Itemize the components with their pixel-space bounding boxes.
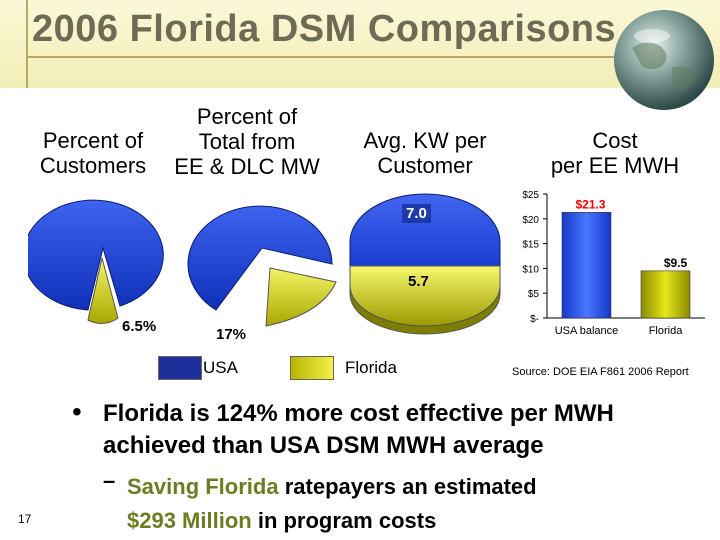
- bar-value-label: $21.3: [575, 197, 605, 211]
- header-line: Customers: [39, 153, 147, 178]
- pie-slice-usa: [349, 193, 501, 271]
- header-line: EE & DLC MW: [174, 154, 320, 179]
- sub-bullet-highlight: $293 Million: [127, 508, 252, 533]
- header-line: Percent of: [196, 104, 298, 129]
- y-tick-label: $5: [528, 289, 540, 300]
- y-tick-label: $20: [522, 215, 539, 226]
- pie-customers: [28, 199, 164, 324]
- y-tick-label: $15: [522, 240, 539, 251]
- y-tick-label: $25: [522, 190, 539, 201]
- header-percent-customers: Percent of Customers: [28, 128, 158, 178]
- y-tick-label: $-: [530, 314, 539, 325]
- legend-swatch-florida: [290, 356, 334, 380]
- header-line: Avg. KW per: [363, 128, 487, 153]
- globe-icon: [614, 10, 714, 110]
- y-tick-label: $10: [522, 264, 539, 275]
- bullet-text: Florida is 124% more cost effective per …: [103, 400, 614, 459]
- pie-avg-kw: [349, 193, 501, 335]
- page-title: 2006 Florida DSM Comparisons: [32, 8, 617, 50]
- sub-bullet-highlight: Saving Florida: [127, 474, 279, 499]
- pie-label-florida-customers: 6.5%: [122, 318, 157, 335]
- header-line: Percent of: [42, 128, 144, 153]
- header-line: Customer: [377, 153, 473, 178]
- pie-slice-florida: [87, 257, 119, 324]
- title-band: [0, 0, 720, 88]
- bullet-marker: •: [72, 396, 82, 427]
- x-tick-label: Florida: [649, 325, 684, 337]
- header-line: Cost: [592, 128, 638, 153]
- header-line: Total from: [198, 129, 296, 154]
- pie-label-usa-kw: 7.0: [402, 204, 431, 223]
- header-percent-total: Percent of Total from EE & DLC MW: [172, 104, 322, 179]
- legend-label-usa: USA: [203, 358, 238, 377]
- pie-label-florida-total: 17%: [216, 326, 247, 343]
- sub-bullet-dash: –: [103, 468, 116, 493]
- x-tick-label: USA balance: [555, 325, 619, 337]
- header-line: per EE MWH: [550, 153, 680, 178]
- sub-bullet-text-part: in program costs: [251, 508, 437, 533]
- sub-bullet-text-part: ratepayers an estimated: [278, 474, 537, 499]
- header-cost: Cost per EE MWH: [535, 128, 695, 178]
- pie-slice-florida: [265, 267, 337, 327]
- bar-usa-balance: [561, 212, 612, 319]
- sub-bullet-text: Saving Florida ratepayers an estimated $…: [127, 470, 687, 538]
- legend-label-florida: Florida: [345, 358, 397, 377]
- title-underline: [28, 56, 673, 58]
- pie-label-florida-kw: 5.7: [408, 273, 429, 290]
- legend-swatch-usa: [158, 356, 202, 380]
- bar-value-label: $9.5: [664, 256, 688, 270]
- bar-florida: [640, 270, 691, 319]
- header-avg-kw: Avg. KW per Customer: [340, 128, 510, 178]
- pie-slice-usa: [28, 199, 164, 311]
- source-note: Source: DOE EIA F861 2006 Report: [512, 366, 689, 378]
- page-number: 17: [18, 512, 32, 526]
- bar-chart-cost: $25 $20 $15 $10 $5 $- $21.3 USA balance $9.5 Flor…: [522, 190, 705, 337]
- pie-slice-usa: [187, 205, 333, 311]
- pie-total: [187, 205, 337, 327]
- title-left-rule: [26, 0, 28, 88]
